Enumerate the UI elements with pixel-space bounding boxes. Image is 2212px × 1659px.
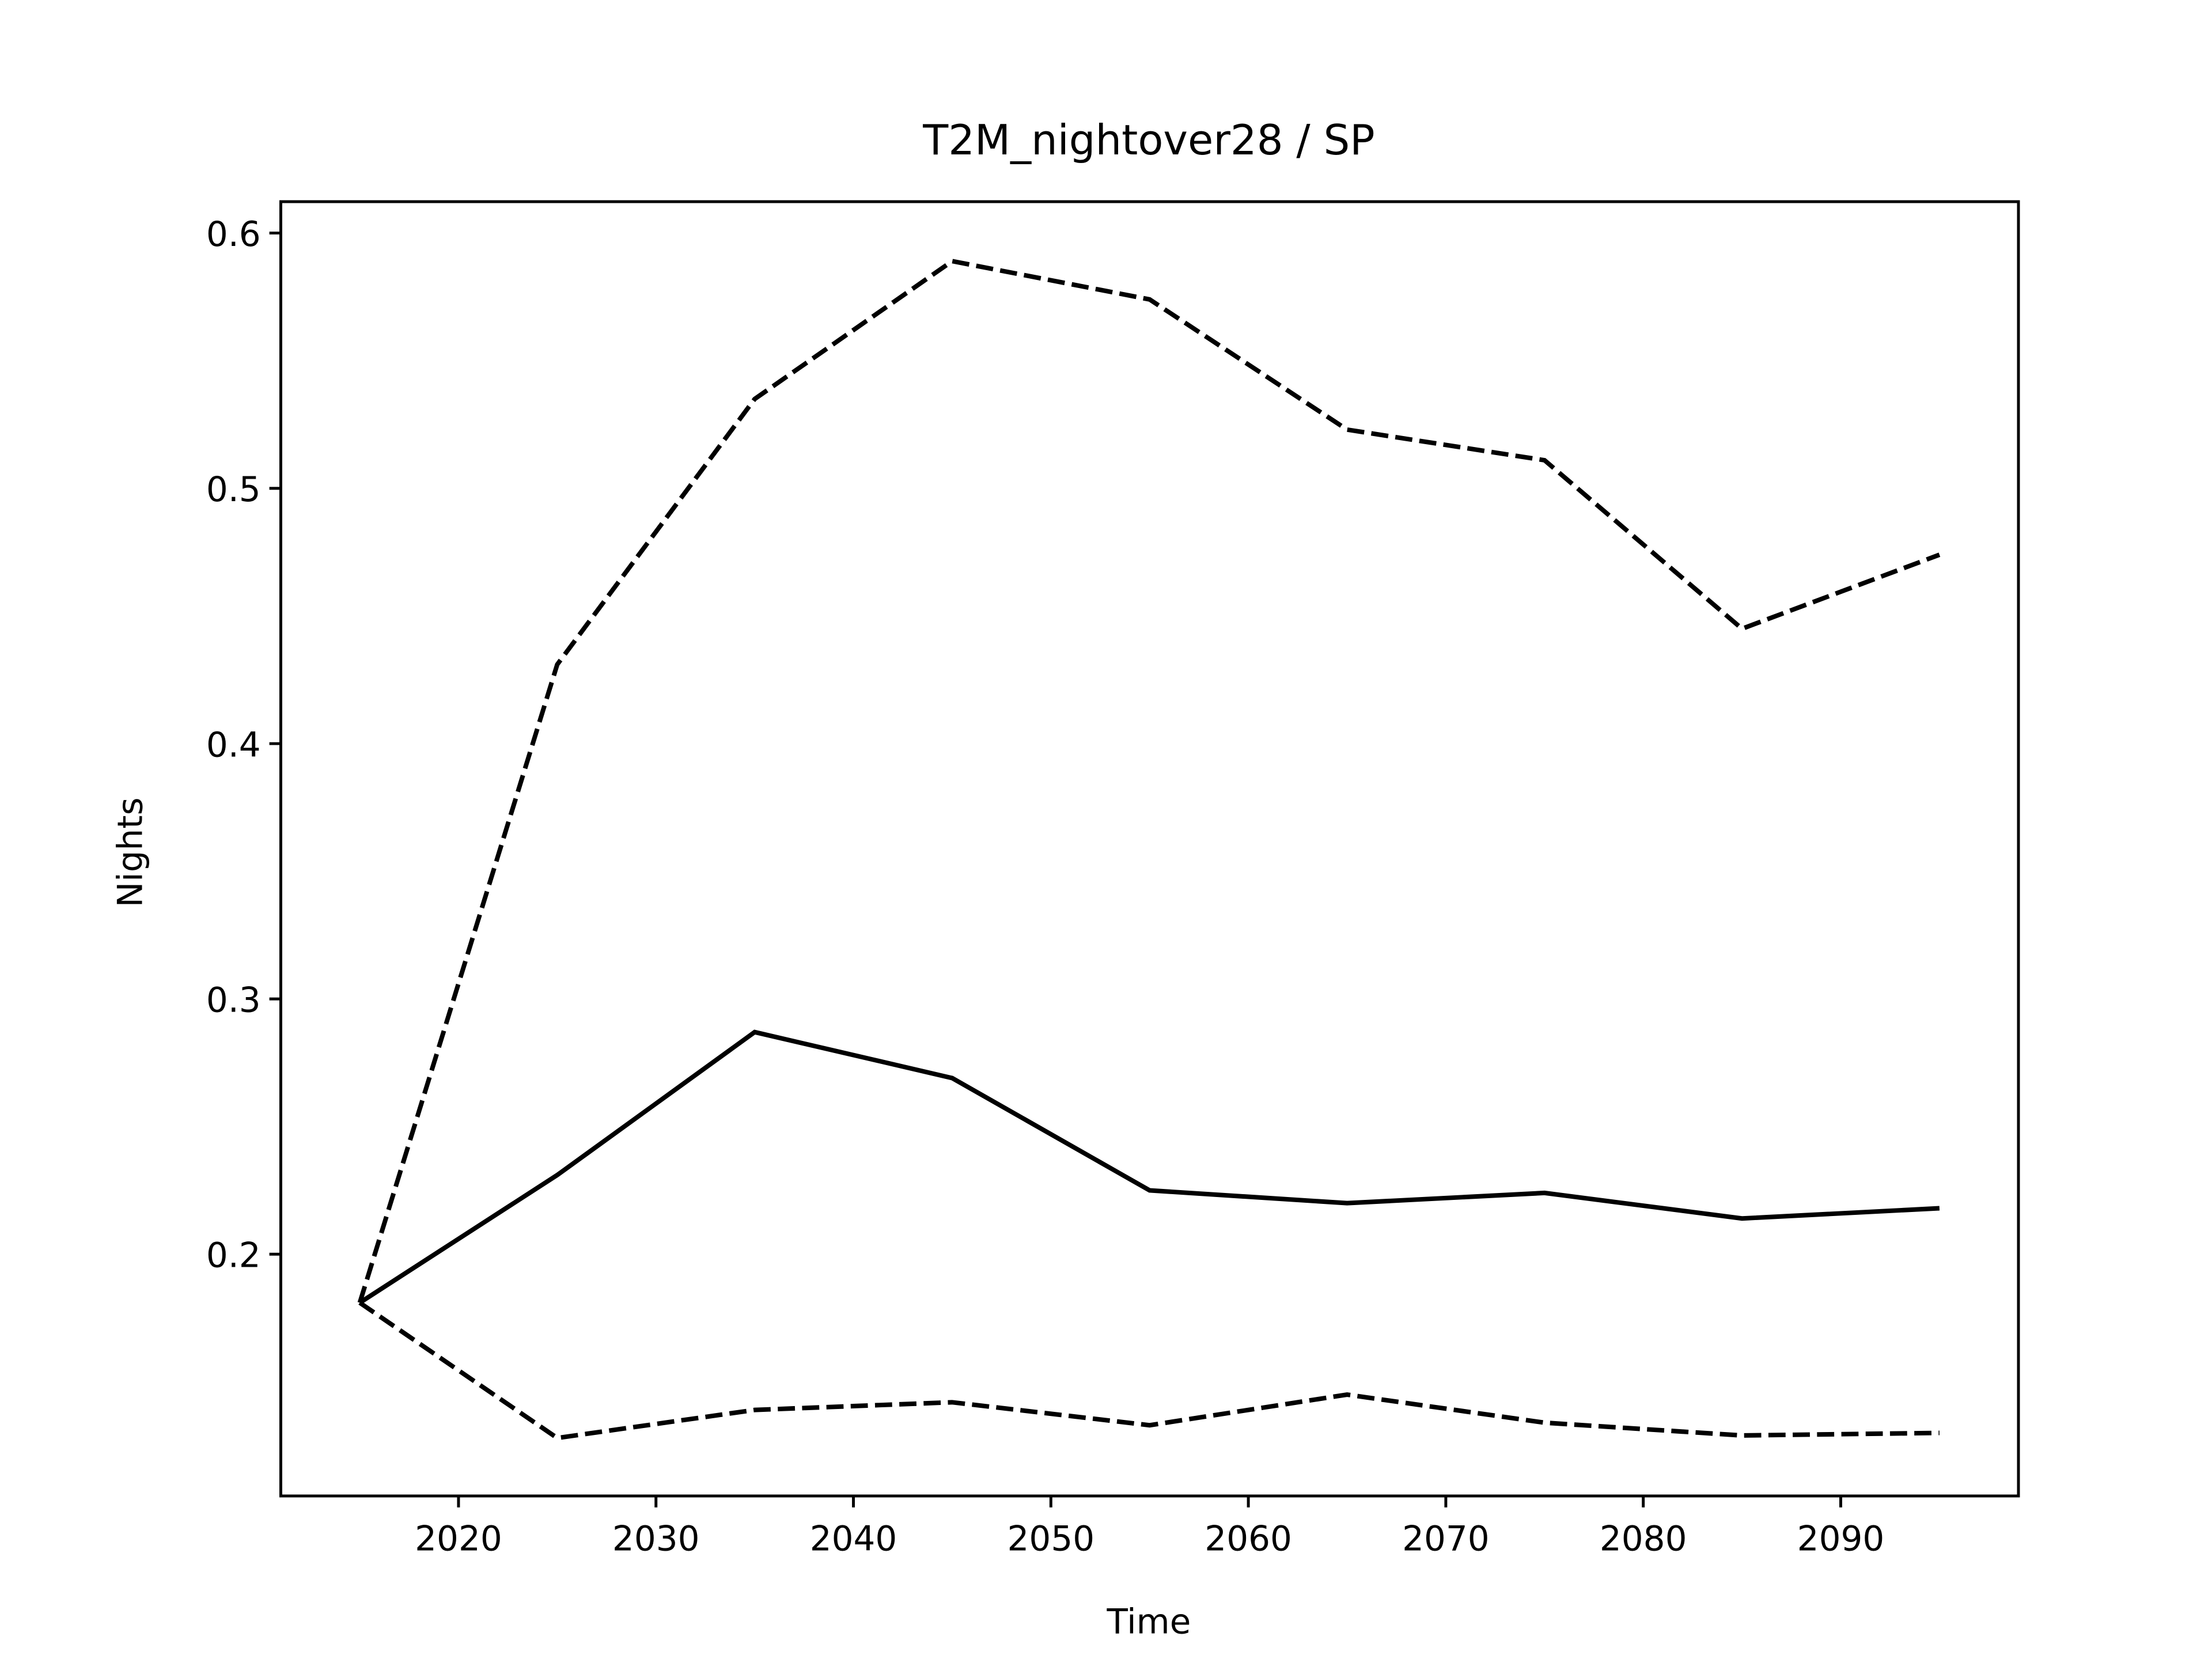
x-tick-label: 2090 xyxy=(1797,1519,1885,1559)
y-tick-label: 0.2 xyxy=(206,1236,261,1276)
y-tick-label: 0.3 xyxy=(206,980,261,1020)
y-tick-label: 0.4 xyxy=(206,725,261,765)
y-tick-label: 0.6 xyxy=(206,215,261,255)
x-tick-label: 2040 xyxy=(810,1519,897,1559)
line-series xyxy=(357,259,1941,1304)
x-tick-label: 2070 xyxy=(1402,1519,1490,1559)
x-tick-label: 2060 xyxy=(1205,1519,1292,1559)
y-axis-label: Nights xyxy=(111,797,151,907)
y-tick-label: 0.5 xyxy=(206,470,261,510)
line-series xyxy=(358,1029,1940,1305)
x-tick-label: 2030 xyxy=(612,1519,700,1559)
chart-title: T2M_nightover28 / SP xyxy=(922,116,1374,164)
x-tick-label: 2050 xyxy=(1007,1519,1095,1559)
x-axis-label: Time xyxy=(1107,1602,1191,1642)
x-tick-label: 2020 xyxy=(415,1519,502,1559)
x-tick-label: 2080 xyxy=(1600,1519,1687,1559)
plot-frame xyxy=(279,200,2020,1498)
line-series xyxy=(358,1301,1940,1441)
